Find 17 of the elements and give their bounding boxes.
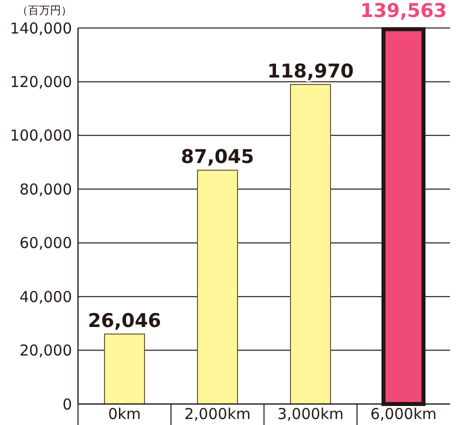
y-tick-label: 120,000 xyxy=(10,72,72,91)
y-axis-title: （百万円） xyxy=(17,4,72,17)
x-tick-label: 2,000km xyxy=(184,405,251,423)
y-tick-label: 20,000 xyxy=(20,342,72,360)
y-tick-label: 140,000 xyxy=(10,19,72,38)
y-tick-label: 80,000 xyxy=(20,180,72,198)
data-label: 139,563 xyxy=(360,0,447,22)
y-tick-label: 100,000 xyxy=(10,126,72,145)
y-tick-label: 60,000 xyxy=(20,234,72,252)
x-tick-label: 3,000km xyxy=(277,405,344,423)
y-tick-label: 0 xyxy=(62,395,72,414)
y-tick-label: 40,000 xyxy=(20,288,72,306)
data-label: 87,045 xyxy=(180,146,254,168)
data-label: 118,970 xyxy=(267,60,354,82)
x-tick-label: 6,000km xyxy=(370,405,437,423)
data-label: 26,046 xyxy=(88,310,162,332)
x-tick-label: 0km xyxy=(108,405,141,423)
